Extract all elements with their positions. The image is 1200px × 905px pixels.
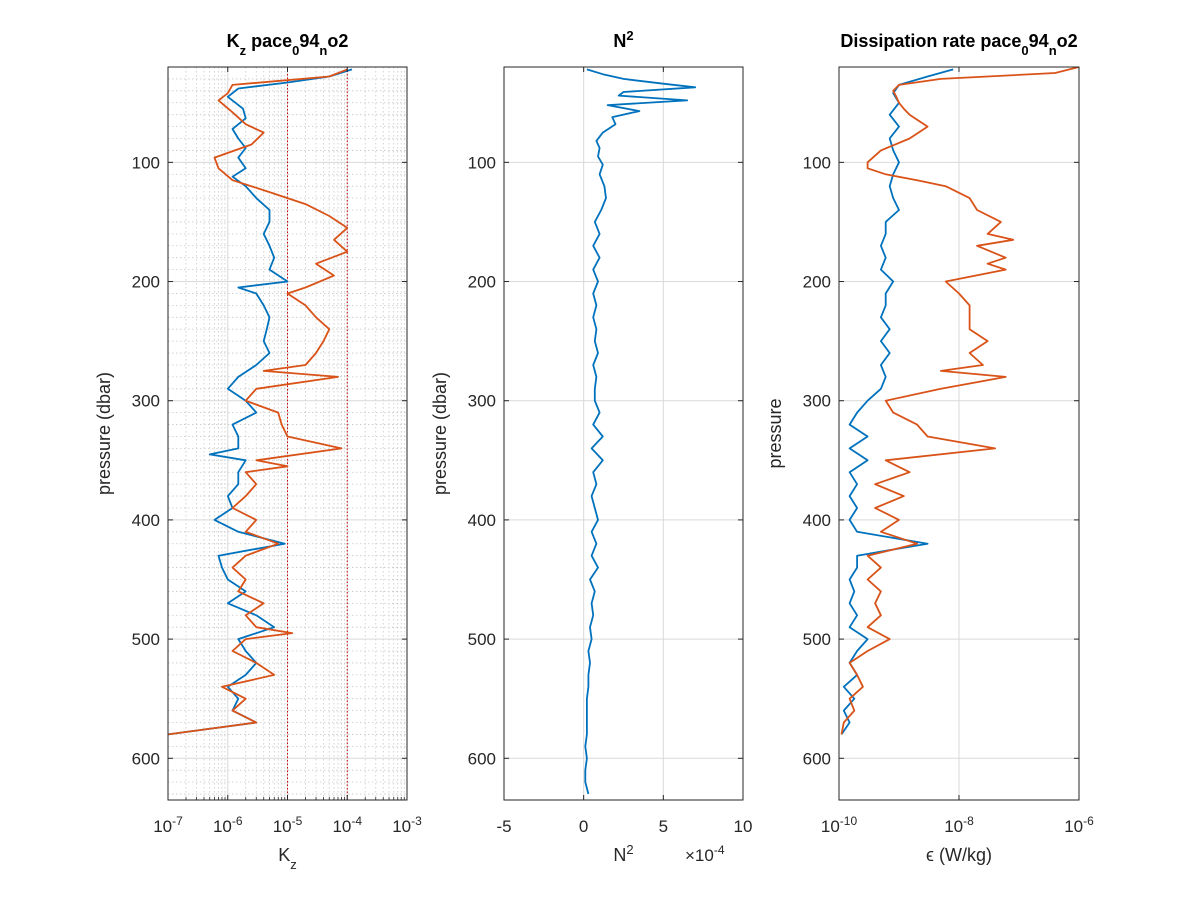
y-tick-label: 500 <box>803 630 831 649</box>
y-tick-label: 600 <box>803 749 831 768</box>
x-tick-label: 5 <box>659 817 668 836</box>
x-axis-label: ϵ (W/kg) <box>926 845 992 865</box>
text-part: K <box>278 845 290 865</box>
text-part: z <box>290 857 297 872</box>
text-part: 94 <box>299 31 319 51</box>
y-tick-label: 300 <box>468 392 496 411</box>
grid <box>503 67 744 800</box>
x-tick-label: 10-3 <box>392 814 422 836</box>
series-line-orange <box>168 68 349 736</box>
x-tick-label-exponent: -7 <box>172 814 183 828</box>
x-tick-label: 10-7 <box>153 814 183 836</box>
x-axis-exponent-base: ×10 <box>685 846 714 865</box>
y-tick-label: 200 <box>803 273 831 292</box>
x-tick-label-base: 0 <box>579 817 588 836</box>
x-tick-label-exponent: -10 <box>840 814 858 828</box>
x-tick-label-base: 10 <box>1064 817 1083 836</box>
x-tick-label-base: 10 <box>734 817 753 836</box>
x-tick-label-base: 10 <box>273 817 292 836</box>
x-tick-label-exponent: -6 <box>1083 814 1094 828</box>
y-tick-label: 600 <box>468 749 496 768</box>
chart-title: Dissipation rate pace094no2 <box>840 31 1077 58</box>
y-tick-label: 200 <box>132 273 160 292</box>
series-line-blue <box>584 68 697 795</box>
series-line-blue <box>168 68 353 736</box>
x-tick-label-exponent: -8 <box>963 814 974 828</box>
series-line-blue <box>840 68 954 735</box>
chart-title: Kz pace094no2 <box>227 31 349 58</box>
text-part: o2 <box>327 31 348 51</box>
y-tick-label: 100 <box>803 153 831 172</box>
text-part: N <box>613 845 626 865</box>
y-tick-label: 400 <box>132 511 160 530</box>
subplot-1: 10-7 10-6 10-5 10-4 10-3100200300400500600Kz… <box>94 31 422 872</box>
text-part: n <box>1049 43 1057 58</box>
text-part: 94 <box>1029 31 1049 51</box>
x-tick-label-base: 5 <box>659 817 668 836</box>
y-tick-label: 300 <box>132 392 160 411</box>
text-part: ϵ (W/kg) <box>926 845 992 865</box>
x-tick-label-base: 10 <box>153 817 172 836</box>
axes-box <box>503 66 744 801</box>
y-tick-label: 500 <box>468 630 496 649</box>
x-tick-label-base: 10 <box>332 817 351 836</box>
chart-title: N2 <box>613 28 633 52</box>
text-part: 0 <box>1021 43 1028 58</box>
text-part: 0 <box>292 43 299 58</box>
series-line-orange <box>840 67 1079 735</box>
y-axis-label: pressure <box>765 398 785 468</box>
y-axis-label: pressure (dbar) <box>94 372 114 495</box>
x-axis-label: Kz <box>278 845 297 872</box>
x-tick-label-exponent: -5 <box>292 814 303 828</box>
x-axis-label: N2 <box>613 842 633 866</box>
x-tick-label: -5 <box>496 817 511 836</box>
y-tick-label: 400 <box>468 511 496 530</box>
x-tick-label-exponent: -6 <box>232 814 243 828</box>
text-part: N <box>613 31 626 51</box>
y-axis-label: pressure (dbar) <box>430 372 450 495</box>
x-tick-label: 0 <box>579 817 588 836</box>
x-tick-label-base: 10 <box>821 817 840 836</box>
x-tick-label-exponent: -3 <box>411 814 422 828</box>
x-tick-label: 10-5 <box>273 814 303 836</box>
x-tick-label: 10-6 <box>213 814 243 836</box>
y-tick-label: 400 <box>803 511 831 530</box>
text-part: n <box>319 43 327 58</box>
x-tick-label: 10-8 <box>944 814 974 836</box>
x-tick-label-base: -5 <box>496 817 511 836</box>
text-part: K <box>227 31 240 51</box>
text-part: o2 <box>1057 31 1078 51</box>
x-tick-label: 10 <box>734 817 753 836</box>
x-tick-label-base: 10 <box>392 817 411 836</box>
x-tick-label: 10-4 <box>332 814 362 836</box>
text-part: 2 <box>626 842 633 857</box>
text-part: z <box>240 43 247 58</box>
y-tick-label: 100 <box>132 153 160 172</box>
x-tick-label-base: 10 <box>213 817 232 836</box>
x-tick-label-base: 10 <box>944 817 963 836</box>
x-tick-label-exponent: -4 <box>351 814 362 828</box>
y-tick-label: 500 <box>132 630 160 649</box>
x-tick-label: 10-10 <box>821 814 858 836</box>
y-tick-label: 300 <box>803 392 831 411</box>
y-tick-label: 600 <box>132 749 160 768</box>
text-part: Dissipation rate pace <box>840 31 1021 51</box>
x-axis-exponent: ×10-4 <box>685 843 725 865</box>
grid <box>838 67 1080 800</box>
text-part: pace <box>246 31 292 51</box>
text-part: 2 <box>626 28 633 43</box>
y-tick-label: 100 <box>468 153 496 172</box>
y-tick-label: 200 <box>468 273 496 292</box>
x-axis-exponent-power: -4 <box>714 843 725 857</box>
x-tick-label: 10-6 <box>1064 814 1094 836</box>
subplot-3: 10-10 10-8 10-6100200300400500600Dissipati… <box>765 31 1094 865</box>
